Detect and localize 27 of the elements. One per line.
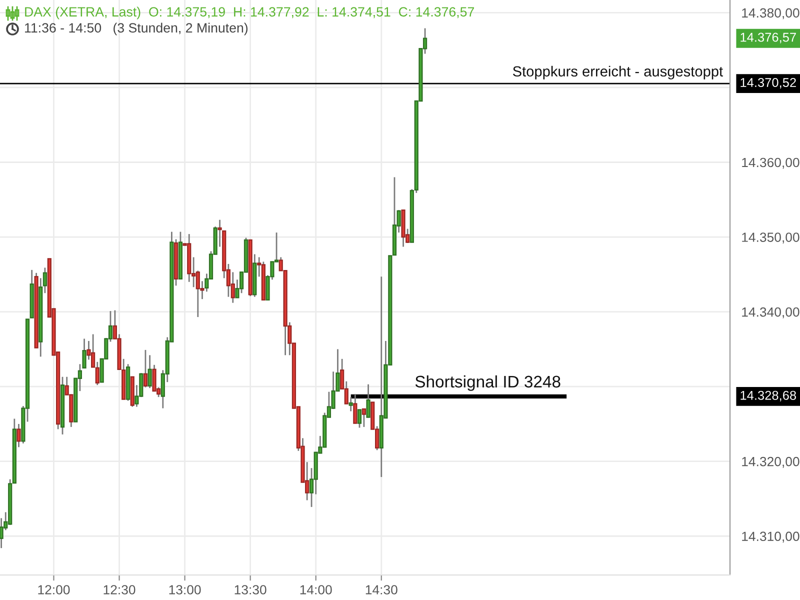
text: 11:36 - 14:50 (3 Stunden, 2 Minuten) — [25, 22, 248, 36]
x-tick-label: 14:00 — [300, 585, 332, 594]
candlestick — [16, 423, 21, 448]
x-tick-label: 13:30 — [234, 585, 266, 594]
text: 14.376,57 — [740, 32, 796, 44]
y-tick-label: 14.360,00 — [742, 158, 800, 169]
y-tick-label: 14.340,00 — [742, 307, 800, 318]
x-tick-label: 12:30 — [104, 585, 136, 594]
candlestick — [362, 408, 366, 428]
y-tick-label: 14.350,00 — [742, 232, 800, 244]
candlestick — [357, 409, 362, 428]
text: 14.370,52 — [740, 78, 796, 89]
candlestick — [148, 354, 152, 389]
y-tick-label: 14.380,00 — [742, 8, 800, 20]
x-tick-label: 12:00 — [38, 585, 70, 594]
series-label: Shortsignal ID 3248 — [415, 375, 560, 391]
text: 14.328,68 — [740, 390, 796, 402]
x-tick-label: 13:00 — [169, 585, 201, 594]
ref-line-label: Stoppkurs erreicht - ausgestoppt — [512, 66, 723, 80]
y-tick-label: 14.310,00 — [742, 532, 800, 543]
candlestick — [230, 271, 235, 304]
x-tick-label: 14:30 — [366, 585, 398, 594]
candlestick — [348, 396, 353, 412]
chart-title: DAX (XETRA, Last) O: 14.375,19 H: 14.377,92 L: 14.374,51 C: 14.376,57 — [25, 6, 474, 20]
candlestick — [143, 349, 148, 388]
y-tick-label: 14.320,00 — [742, 456, 800, 468]
candlestick — [353, 393, 358, 424]
